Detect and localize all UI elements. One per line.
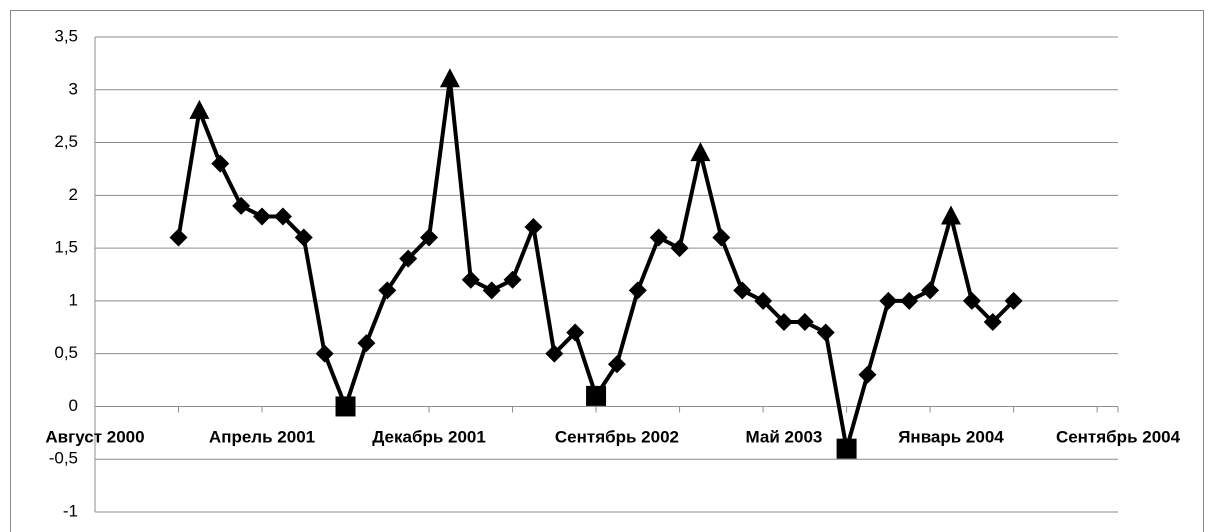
marker-diamond xyxy=(733,281,752,300)
y-tick-label: 2,5 xyxy=(54,132,78,151)
marker-square xyxy=(586,385,607,406)
marker-diamond xyxy=(378,281,397,300)
x-tick-label: Август 2000 xyxy=(45,427,144,446)
marker-diamond xyxy=(983,313,1002,331)
x-tick-label: Сентябрь 2002 xyxy=(555,427,679,446)
chart-frame xyxy=(10,10,1204,532)
marker-diamond xyxy=(649,228,668,247)
marker-diamond xyxy=(169,228,188,247)
y-tick-label: 0 xyxy=(69,396,78,415)
marker-diamond xyxy=(774,313,793,331)
marker-diamond xyxy=(921,281,940,300)
marker-diamond xyxy=(357,334,376,353)
x-tick-label: Сентябрь 2004 xyxy=(1056,427,1181,446)
marker-diamond xyxy=(524,218,543,236)
marker-triangle xyxy=(940,205,961,225)
marker-diamond xyxy=(566,323,585,342)
marker-diamond xyxy=(670,239,689,258)
marker-diamond xyxy=(754,291,773,310)
y-tick-label: 0,5 xyxy=(54,343,78,362)
marker-diamond xyxy=(712,228,731,247)
marker-diamond xyxy=(962,291,981,310)
marker-diamond xyxy=(816,323,835,342)
marker-diamond xyxy=(461,270,480,289)
marker-square xyxy=(836,438,857,459)
marker-triangle xyxy=(189,99,210,119)
marker-diamond xyxy=(399,249,418,268)
marker-diamond xyxy=(628,281,647,300)
y-tick-label: 3,5 xyxy=(54,26,78,45)
marker-diamond xyxy=(503,270,522,289)
marker-diamond xyxy=(900,291,919,310)
marker-diamond xyxy=(273,207,292,226)
x-tick-label: Май 2003 xyxy=(746,427,823,446)
marker-diamond xyxy=(253,207,272,226)
x-tick-label: Декабрь 2001 xyxy=(372,427,486,446)
marker-triangle xyxy=(439,68,460,88)
marker-diamond xyxy=(545,344,564,363)
marker-diamond xyxy=(858,365,877,384)
y-tick-label: 2 xyxy=(69,185,78,204)
x-tick-label: Апрель 2001 xyxy=(209,427,315,446)
marker-square xyxy=(335,396,356,417)
marker-diamond xyxy=(879,291,898,310)
marker-diamond xyxy=(795,313,814,331)
y-tick-label: 1 xyxy=(69,290,78,309)
marker-diamond xyxy=(482,281,501,300)
marker-diamond xyxy=(232,196,251,215)
y-tick-label: 3 xyxy=(69,79,78,98)
marker-diamond xyxy=(315,344,334,363)
y-tick-label: 1,5 xyxy=(54,238,78,257)
marker-diamond xyxy=(294,228,313,247)
marker-diamond xyxy=(420,228,439,247)
marker-triangle xyxy=(690,142,711,162)
y-tick-label: -1 xyxy=(63,501,78,520)
marker-diamond xyxy=(211,154,230,173)
x-tick-label: Январь 2004 xyxy=(898,427,1004,446)
y-tick-label: -0,5 xyxy=(49,449,78,468)
marker-diamond xyxy=(1004,291,1023,310)
marker-diamond xyxy=(607,355,626,374)
